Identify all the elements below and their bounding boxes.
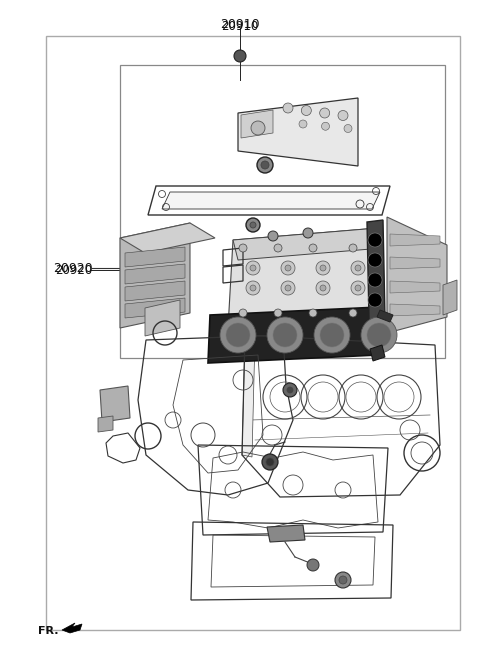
Circle shape (281, 261, 295, 275)
Circle shape (309, 244, 317, 252)
Polygon shape (367, 220, 385, 320)
Polygon shape (228, 228, 378, 328)
Circle shape (283, 103, 293, 113)
Circle shape (368, 293, 382, 307)
Text: FR.: FR. (38, 626, 59, 636)
Polygon shape (238, 98, 358, 166)
Circle shape (316, 281, 330, 295)
Polygon shape (208, 307, 380, 363)
Circle shape (283, 383, 297, 397)
Circle shape (307, 559, 319, 571)
Circle shape (368, 253, 382, 267)
Circle shape (339, 576, 347, 584)
Text: 20910: 20910 (220, 18, 260, 31)
Polygon shape (377, 310, 393, 322)
Circle shape (349, 309, 357, 317)
Polygon shape (125, 281, 185, 301)
Circle shape (309, 309, 317, 317)
Circle shape (368, 273, 382, 287)
Circle shape (344, 125, 352, 133)
Circle shape (351, 281, 365, 295)
Polygon shape (241, 110, 273, 138)
Polygon shape (267, 525, 305, 542)
Polygon shape (62, 623, 82, 633)
Polygon shape (443, 280, 457, 315)
Circle shape (285, 285, 291, 291)
Bar (120, 65, 445, 358)
Circle shape (320, 285, 326, 291)
Polygon shape (390, 281, 440, 293)
Circle shape (299, 120, 307, 128)
Circle shape (274, 309, 282, 317)
Circle shape (220, 317, 256, 353)
Circle shape (320, 323, 344, 347)
Circle shape (261, 161, 269, 169)
Circle shape (246, 261, 260, 275)
Circle shape (251, 121, 265, 135)
Circle shape (234, 50, 246, 62)
Polygon shape (100, 386, 130, 422)
Text: 20920: 20920 (55, 264, 92, 276)
Polygon shape (390, 304, 440, 316)
Circle shape (239, 309, 247, 317)
Circle shape (355, 285, 361, 291)
Text: 20920: 20920 (53, 262, 93, 274)
Circle shape (273, 323, 297, 347)
Circle shape (335, 572, 351, 588)
Circle shape (285, 265, 291, 271)
Circle shape (266, 458, 274, 466)
Polygon shape (125, 264, 185, 284)
Text: 20910: 20910 (221, 20, 259, 33)
Polygon shape (242, 335, 255, 457)
Circle shape (314, 317, 350, 353)
Circle shape (316, 261, 330, 275)
Circle shape (226, 323, 250, 347)
Polygon shape (390, 234, 440, 246)
Circle shape (367, 323, 391, 347)
Circle shape (268, 231, 278, 241)
Circle shape (250, 265, 256, 271)
Polygon shape (233, 228, 383, 260)
Circle shape (361, 317, 397, 353)
Bar (46, 36, 460, 630)
Polygon shape (162, 192, 380, 209)
Circle shape (246, 218, 260, 232)
Polygon shape (125, 298, 185, 318)
Polygon shape (145, 300, 180, 336)
Circle shape (262, 454, 278, 470)
Circle shape (239, 244, 247, 252)
Circle shape (281, 281, 295, 295)
Polygon shape (120, 223, 190, 328)
Circle shape (250, 222, 256, 228)
Circle shape (274, 244, 282, 252)
Circle shape (303, 228, 313, 238)
Polygon shape (370, 345, 385, 361)
Circle shape (320, 265, 326, 271)
Circle shape (250, 285, 256, 291)
Circle shape (368, 233, 382, 247)
Circle shape (338, 110, 348, 121)
Polygon shape (390, 257, 440, 269)
Circle shape (287, 387, 293, 393)
Circle shape (349, 244, 357, 252)
Circle shape (320, 108, 330, 118)
Polygon shape (387, 217, 447, 333)
Circle shape (301, 106, 312, 115)
Polygon shape (120, 223, 215, 253)
Circle shape (351, 261, 365, 275)
Circle shape (322, 122, 329, 131)
Circle shape (246, 281, 260, 295)
Polygon shape (125, 247, 185, 267)
Circle shape (267, 317, 303, 353)
Polygon shape (98, 416, 113, 432)
Circle shape (257, 157, 273, 173)
Circle shape (355, 265, 361, 271)
